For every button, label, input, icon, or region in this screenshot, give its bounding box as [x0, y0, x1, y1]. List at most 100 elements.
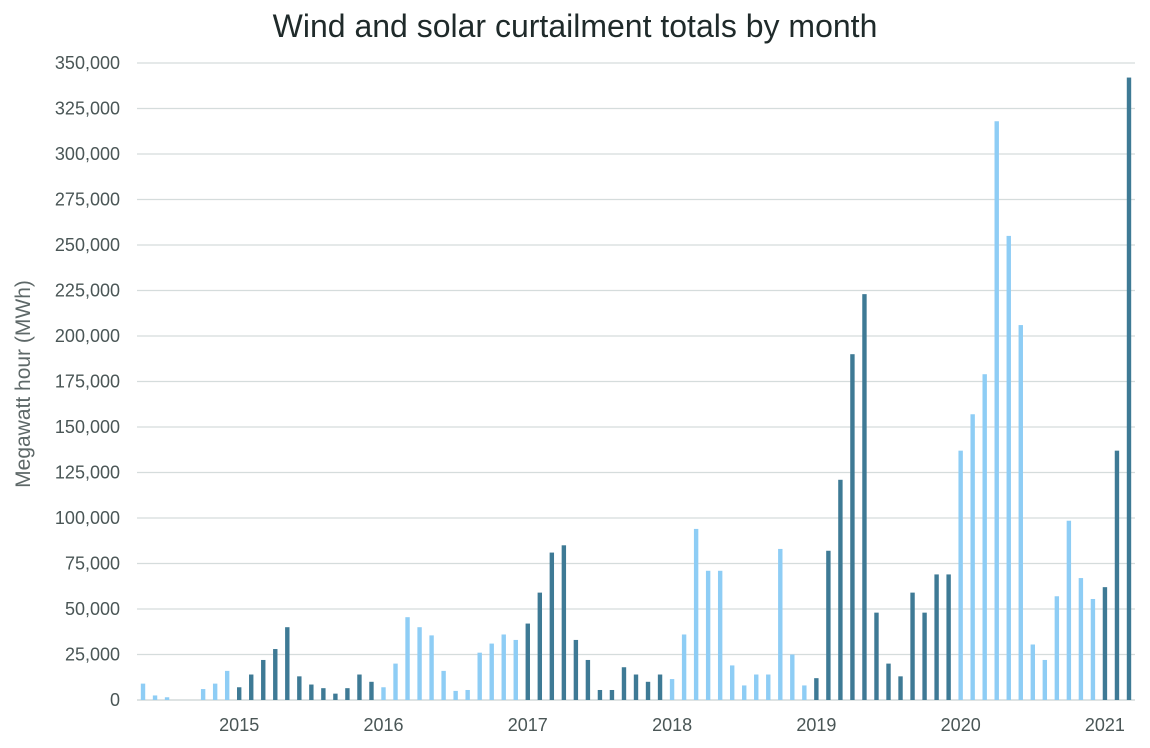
y-tick-label: 50,000 [65, 599, 120, 619]
bar [766, 674, 771, 700]
bar [874, 612, 879, 700]
y-tick-label: 75,000 [65, 554, 120, 574]
bar [453, 690, 458, 700]
bar [790, 654, 795, 700]
bar [297, 676, 302, 700]
x-tick-label: 2020 [941, 715, 981, 735]
y-tick-label: 100,000 [55, 508, 120, 528]
bar [1018, 325, 1023, 700]
y-tick-label: 300,000 [55, 144, 120, 164]
bar [321, 688, 326, 700]
bar [633, 674, 639, 700]
bar [1090, 598, 1096, 700]
bar [621, 667, 627, 700]
bar [1054, 596, 1060, 700]
bar [152, 695, 158, 700]
bar [922, 612, 927, 700]
bar [261, 659, 266, 700]
y-tick-label: 225,000 [55, 281, 120, 301]
bar [802, 685, 807, 700]
bar [645, 681, 651, 700]
bar [441, 670, 446, 700]
x-tick-label: 2021 [1085, 715, 1125, 735]
y-tick-label: 125,000 [55, 463, 120, 483]
y-tick-label: 150,000 [55, 417, 120, 437]
bar [982, 374, 987, 700]
x-tick-label: 2016 [363, 715, 403, 735]
bar [1078, 578, 1084, 700]
bar [754, 674, 759, 700]
bar [224, 670, 230, 700]
bar [273, 649, 278, 700]
bar [345, 688, 350, 700]
bar [862, 294, 867, 700]
bar [357, 674, 362, 700]
y-tick-label: 275,000 [55, 190, 120, 210]
bar [657, 674, 663, 700]
bar [585, 659, 591, 700]
bar [729, 665, 735, 700]
bar [970, 414, 975, 700]
bar [1006, 235, 1011, 700]
bar [597, 689, 603, 700]
bar [429, 635, 434, 700]
bar [609, 689, 615, 700]
bar [333, 693, 338, 700]
bar [249, 674, 254, 700]
bar [477, 652, 482, 700]
bar [1030, 644, 1035, 700]
bar [405, 617, 410, 700]
bar [164, 697, 170, 700]
bar [465, 689, 470, 700]
bar [742, 685, 747, 700]
bar [910, 592, 915, 700]
bar [946, 574, 951, 700]
x-tick-label: 2015 [219, 715, 259, 735]
gridlines [137, 62, 1135, 701]
x-tick-label: 2017 [508, 715, 548, 735]
bar [200, 689, 206, 700]
bar [537, 592, 543, 700]
bar [669, 679, 675, 700]
bar [285, 627, 290, 700]
bar [934, 574, 939, 700]
bar [681, 634, 687, 700]
bar [549, 552, 555, 700]
bar [826, 550, 831, 700]
bar [1042, 659, 1048, 700]
bar [561, 545, 567, 700]
x-axis-ticks: 2015 2016 2017 2018 2019 2020 2021 [219, 715, 1125, 735]
bar [705, 570, 711, 700]
bar [513, 639, 518, 700]
bar [814, 678, 819, 700]
bar [1114, 450, 1120, 700]
y-tick-label: 0 [110, 690, 120, 710]
bar [417, 627, 422, 700]
bar [838, 479, 843, 700]
bar [717, 570, 723, 700]
bar [1066, 520, 1072, 700]
x-tick-label: 2018 [652, 715, 692, 735]
bar [1126, 77, 1132, 700]
y-axis-title: Megawatt hour (MWh) [12, 280, 35, 488]
y-tick-label: 350,000 [55, 53, 120, 73]
bar [489, 643, 494, 700]
bar [958, 450, 963, 700]
bar [501, 634, 506, 700]
bar [1102, 587, 1108, 700]
bar [778, 548, 783, 700]
y-tick-label: 175,000 [55, 372, 120, 392]
bar [237, 687, 242, 700]
x-tick-label: 2019 [796, 715, 836, 735]
bar-series [140, 77, 1132, 701]
bar [525, 623, 530, 700]
bar [850, 354, 855, 700]
bar [369, 681, 374, 700]
bar [381, 687, 386, 700]
bar [898, 676, 903, 700]
y-tick-label: 200,000 [55, 326, 120, 346]
y-tick-label: 25,000 [65, 645, 120, 665]
y-tick-label: 325,000 [55, 99, 120, 119]
bar [693, 528, 699, 700]
